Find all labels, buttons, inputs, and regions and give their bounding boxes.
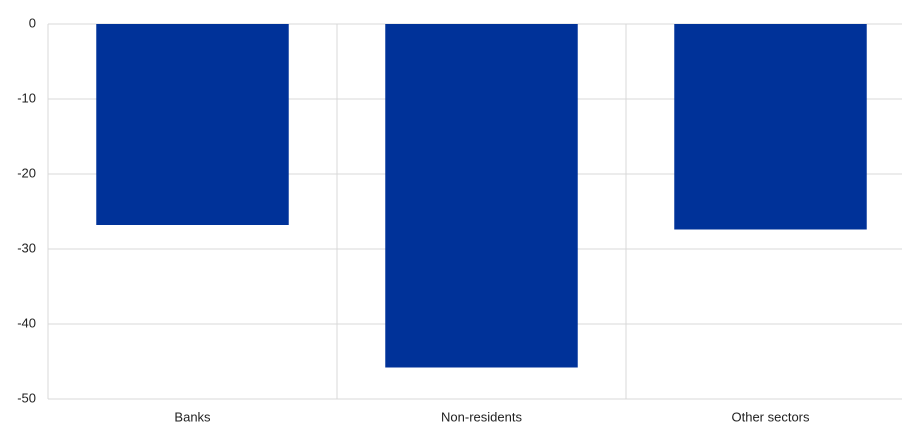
bar	[674, 24, 867, 230]
y-tick-label: -50	[17, 390, 36, 405]
y-tick-label: -10	[17, 90, 36, 105]
x-tick-label: Banks	[174, 409, 211, 424]
bar	[96, 24, 289, 225]
y-tick-label: 0	[29, 15, 36, 30]
x-tick-label: Other sectors	[731, 409, 810, 424]
y-tick-label: -20	[17, 165, 36, 180]
y-tick-label: -40	[17, 315, 36, 330]
y-tick-label: -30	[17, 240, 36, 255]
bar	[385, 24, 578, 368]
x-tick-label: Non-residents	[441, 409, 522, 424]
